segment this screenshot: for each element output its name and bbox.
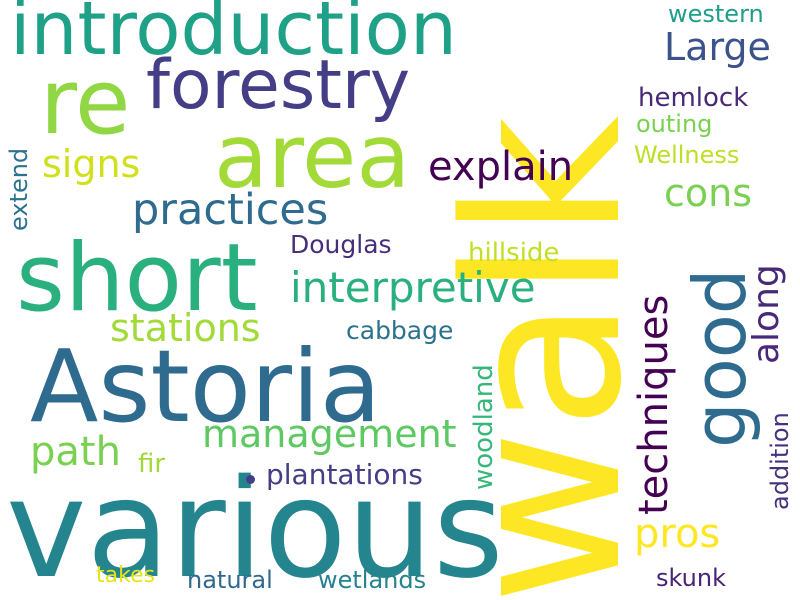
word-management: management [202, 412, 457, 456]
word-techniques: techniques [631, 294, 677, 515]
word-stations: stations [110, 306, 261, 350]
word-wetlands: wetlands [318, 566, 427, 594]
word-forestry: forestry [146, 46, 411, 125]
word-area: area [214, 105, 411, 208]
word-various: various [6, 451, 504, 600]
word-cabbage: cabbage [346, 316, 454, 345]
word-hemlock: hemlock [638, 83, 749, 113]
word-along: along [746, 264, 787, 364]
dot-mark [246, 475, 255, 484]
word-practices: practices [132, 185, 329, 235]
word-hillside: hillside [468, 238, 560, 268]
word-natural: natural [187, 566, 273, 594]
word-signs: signs [42, 142, 141, 186]
word-fir: fir [138, 449, 166, 479]
word-re: re [40, 50, 131, 155]
word-western: western [668, 0, 764, 28]
word-large: Large [664, 25, 771, 69]
word-short: short [16, 224, 258, 333]
word-douglas: Douglas [290, 230, 392, 259]
word-interpretive: interpretive [290, 263, 536, 312]
word-woodland: woodland [469, 364, 499, 490]
word-plantations: plantations [266, 458, 423, 491]
word-outing: outing [636, 110, 713, 138]
word-pros: pros [634, 511, 721, 557]
word-extend: extend [5, 147, 33, 231]
word-cons: cons [664, 171, 753, 215]
word-path: path [30, 429, 121, 475]
word-addition: addition [766, 412, 794, 510]
word-skunk: skunk [656, 564, 726, 592]
word-introduction: introduction [10, 0, 457, 72]
word-takes: takes [96, 563, 156, 588]
word-explain: explain [428, 144, 574, 190]
word-astoria: Astoria [30, 328, 382, 445]
word-wellness: Wellness [634, 141, 740, 169]
